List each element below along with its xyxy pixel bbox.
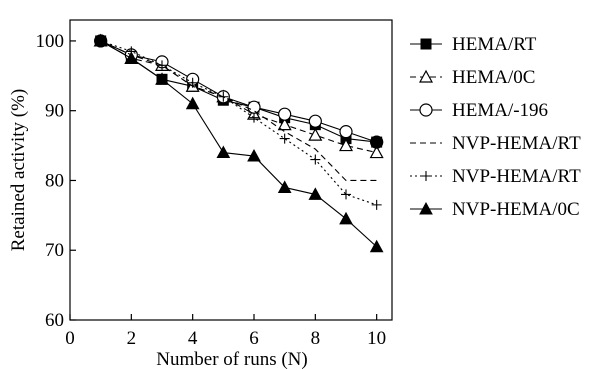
series-line (100, 40, 377, 143)
data-point (369, 145, 384, 159)
series-line (100, 40, 377, 154)
legend-marker (421, 171, 431, 181)
legend-entry: NVP-HEMA/RT (410, 166, 581, 187)
data-point (187, 77, 198, 88)
series-4 (100, 40, 377, 182)
legend-label: NVP-HEMA/RT (452, 166, 581, 187)
data-point (371, 199, 382, 210)
data-point (339, 211, 353, 225)
y-tick-label: 70 (45, 240, 64, 261)
series-3 (94, 34, 384, 149)
plot-area (69, 19, 393, 321)
start-point (94, 34, 108, 48)
data-point (157, 60, 167, 71)
data-point (124, 51, 139, 64)
data-point (369, 239, 384, 253)
data-point (277, 117, 292, 131)
y-tick-label: 100 (36, 31, 65, 52)
x-axis-ticks: 0 2 4 6 8 10 (65, 314, 386, 349)
data-point (249, 112, 259, 123)
end-point (370, 135, 384, 149)
data-point (155, 72, 169, 85)
legend-label: HEMA/0C (452, 67, 535, 88)
x-tick-label: 10 (367, 328, 386, 349)
legend-marker (420, 38, 432, 50)
legend-label: NVP-HEMA/0C (452, 199, 580, 220)
legend-entry: HEMA/0C (410, 67, 535, 88)
legend-entry: HEMA/-196 (410, 100, 548, 121)
series-line (100, 40, 377, 143)
x-tick-label: 0 (65, 328, 75, 349)
x-tick-label: 2 (127, 328, 137, 349)
data-point (218, 91, 229, 102)
y-tick-label: 80 (45, 170, 64, 191)
legend-entry: NVP-HEMA/0C (410, 199, 580, 220)
plot-frame (69, 19, 393, 321)
data-point (216, 145, 231, 159)
x-axis-label: Number of runs (N) (156, 349, 307, 370)
legend-label: NVP-HEMA/RT (452, 133, 581, 154)
x-tick-label: 6 (249, 328, 259, 349)
legend-entry: HEMA/RT (410, 34, 537, 55)
y-axis-label: Retained activity (%) (8, 89, 29, 252)
legend-entry: NVP-HEMA/RT (410, 133, 581, 154)
y-tick-label: 60 (45, 310, 64, 331)
legend: HEMA/RT HEMA/0C HEMA/-196 NVP-HEMA/RT NVP-HE… (410, 34, 581, 220)
legend-marker (418, 69, 434, 83)
series-1 (95, 35, 383, 148)
series-5 (95, 35, 382, 210)
series-line (100, 40, 378, 248)
legend-label: HEMA/RT (452, 34, 537, 55)
data-point (310, 154, 321, 165)
series-2 (93, 33, 384, 159)
legend-marker (419, 201, 433, 215)
data-point (338, 138, 354, 152)
data-point (247, 100, 261, 114)
data-point (308, 114, 322, 128)
series-layer (93, 33, 384, 253)
series-line (100, 40, 377, 182)
data-point (339, 125, 353, 139)
data-point (308, 127, 323, 141)
data-point (185, 96, 200, 110)
x-tick-label: 8 (311, 328, 321, 349)
data-point (277, 180, 292, 193)
data-point (308, 187, 323, 200)
data-point (247, 149, 261, 162)
x-tick-label: 4 (188, 328, 198, 349)
legend-marker (419, 103, 433, 117)
y-tick-label: 90 (45, 101, 64, 122)
legend-label: HEMA/-196 (452, 100, 548, 121)
y-axis-ticks: 60 70 80 90 100 (36, 31, 76, 331)
data-point (341, 189, 351, 200)
data-point (279, 133, 290, 144)
data-point (278, 107, 292, 121)
